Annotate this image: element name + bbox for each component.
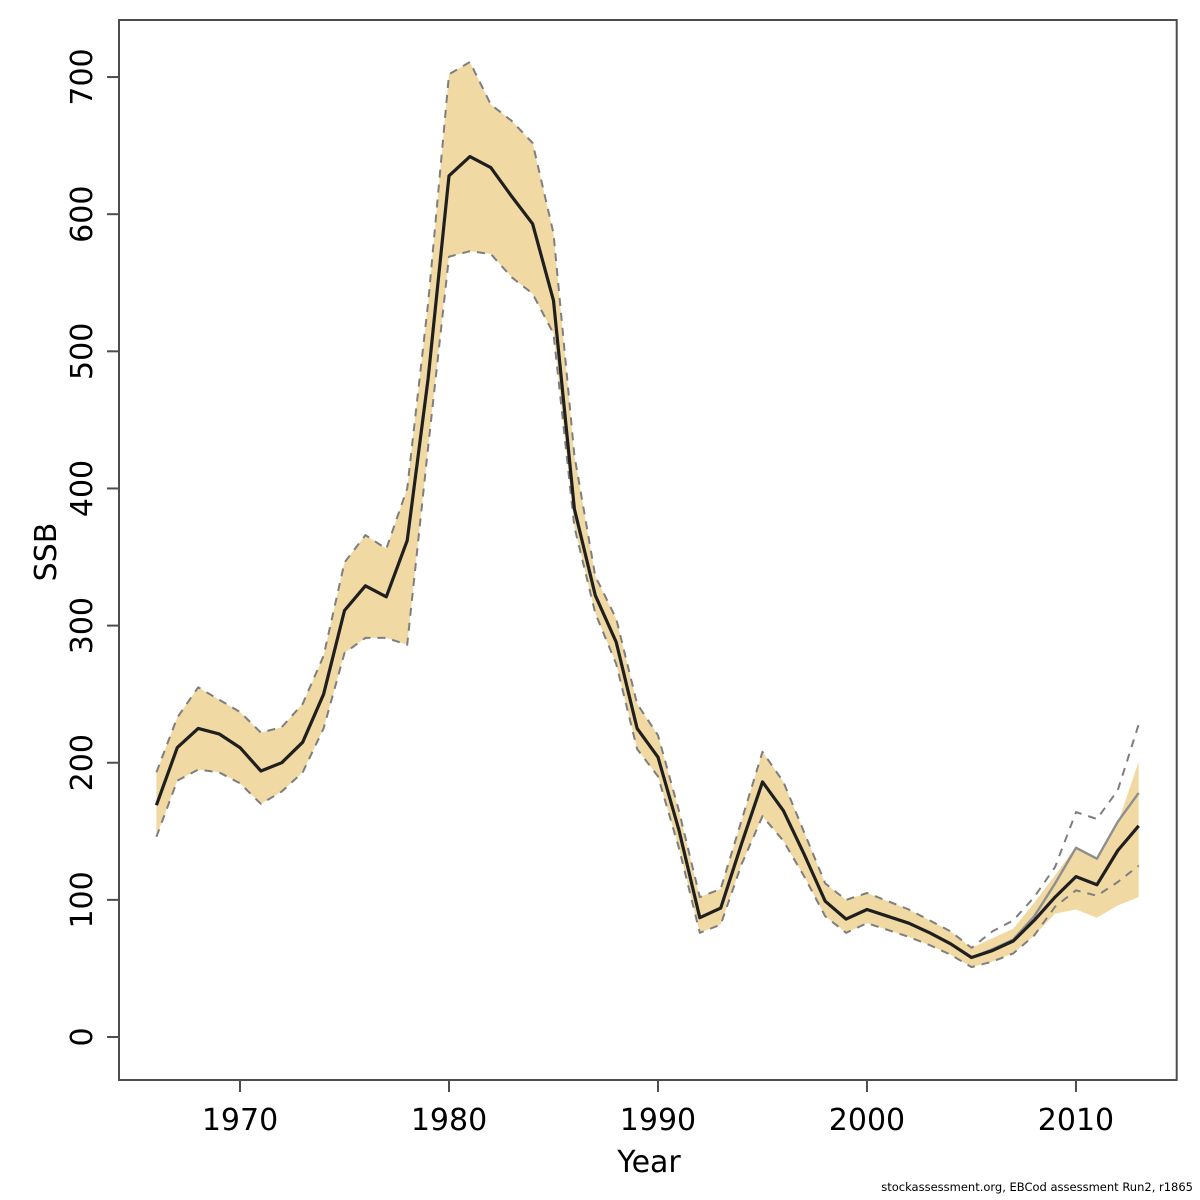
y-tick-label: 0 (65, 1027, 100, 1046)
y-tick-label: 600 (65, 186, 100, 243)
x-tick-label: 1980 (411, 1103, 487, 1138)
y-tick-label: 100 (65, 871, 100, 928)
x-tick-label: 2010 (1038, 1103, 1114, 1138)
y-tick-label: 200 (65, 734, 100, 791)
y-tick-label: 500 (65, 323, 100, 380)
ci-lower-dashed-line (155, 250, 1140, 969)
y-axis-label: SSB (29, 523, 64, 582)
x-axis: 1970 1980 1990 2000 2010 (202, 1080, 1114, 1138)
series-lines (154, 61, 1140, 969)
plot-frame (118, 19, 1178, 1081)
ssb-estimate-line (154, 155, 1140, 960)
y-tick-label: 700 (65, 48, 100, 105)
y-axis: 0 100 200 300 400 500 600 700 (65, 48, 119, 1047)
y-tick-label: 300 (65, 597, 100, 654)
y-tick-label: 400 (65, 460, 100, 517)
x-tick-label: 1970 (202, 1103, 278, 1138)
attribution-text: stockassessment.org, EBCod assessment Ru… (881, 1180, 1193, 1194)
x-tick-label: 2000 (829, 1103, 905, 1138)
x-tick-label: 1990 (620, 1103, 696, 1138)
x-axis-label: Year (616, 1145, 681, 1180)
